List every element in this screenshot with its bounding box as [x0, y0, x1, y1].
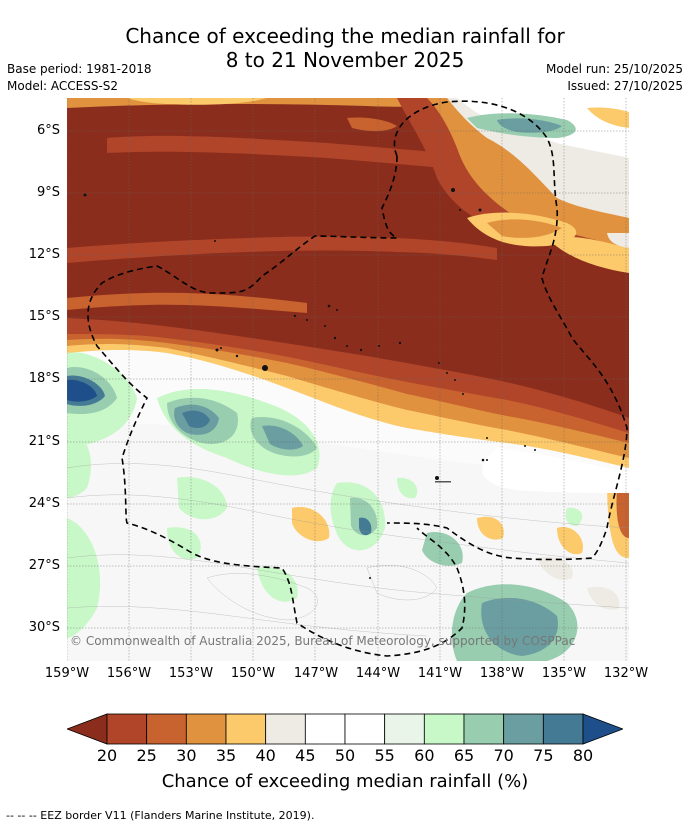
colorbar-swatch: [185, 713, 227, 745]
model-run-text: Model run: 25/10/2025: [545, 62, 683, 76]
wet-signal-patches: [67, 352, 583, 661]
lat-label-18s: 18°S: [28, 371, 60, 386]
colorbar-tick-label: 25: [136, 746, 157, 765]
colorbar-swatch: [225, 713, 267, 745]
lat-label-9s: 9°S: [36, 185, 60, 200]
issued-text: Issued: 27/10/2025: [567, 79, 683, 93]
colorbar-tick-label: 40: [255, 746, 276, 765]
south-east-neutral-zone: [482, 448, 629, 610]
colorbar-tick-label: 30: [176, 746, 197, 765]
lat-label-6s: 6°S: [36, 123, 60, 138]
lat-label-12s: 12°S: [28, 247, 60, 262]
colorbar-tick-label: 80: [572, 746, 594, 765]
model-text: Model: ACCESS-S2: [7, 79, 119, 93]
colorbar: [67, 713, 623, 745]
colorbar-swatch: [384, 713, 425, 745]
islands: [83, 188, 536, 579]
lon-label-159w: 159°W: [44, 666, 90, 681]
colorbar-tick-label: 35: [215, 746, 237, 765]
colorbar-tick-label: 75: [533, 746, 554, 765]
colorbar-swatch: [423, 713, 465, 745]
colorbar-tick-label: 20: [96, 746, 118, 765]
lat-label-15s: 15°S: [28, 309, 60, 324]
eez-border: [87, 100, 628, 657]
lon-label-141w: 141°W: [417, 666, 463, 681]
north-east-patches: [347, 98, 629, 273]
colorbar-tick-label: 70: [493, 746, 514, 765]
lon-label-144w: 144°W: [355, 666, 401, 681]
lat-label-24s: 24°S: [28, 496, 60, 511]
map-title: Chance of exceeding the median rainfall …: [0, 24, 690, 72]
eez-legend-note: -- -- -- EEZ border V11 (Flanders Marine…: [6, 809, 315, 822]
colorbar-extend-high: [582, 713, 623, 745]
lon-label-156w: 156°W: [106, 666, 152, 681]
rainfall-map: [67, 98, 629, 661]
colorbar-swatch: [106, 713, 148, 745]
lon-label-138w: 138°W: [479, 666, 525, 681]
rainfall-map-graphic: [67, 98, 629, 661]
lon-label-147w: 147°W: [293, 666, 339, 681]
colorbar-swatch: [463, 713, 505, 745]
colorbar-label: Chance of exceeding median rainfall (%): [161, 771, 529, 792]
colorbar-swatch: [542, 713, 584, 745]
graticule: [67, 98, 629, 661]
copyright-text: © Commonwealth of Australia 2025, Bureau…: [70, 634, 576, 648]
lat-label-27s: 27°S: [28, 558, 60, 573]
base-period-text: Base period: 1981-2018: [7, 62, 152, 76]
title-line-2: 8 to 21 November 2025: [225, 48, 465, 72]
colorbar-tick-label: 60: [414, 746, 435, 765]
colorbar-swatch: [146, 713, 187, 745]
lon-label-132w: 132°W: [603, 666, 649, 681]
colorbar-tick-label: 50: [334, 746, 356, 765]
colorbar-swatch: [503, 713, 544, 745]
colorbar-swatch: [265, 713, 306, 745]
colorbar-swatch: [304, 713, 346, 745]
lat-label-21s: 21°S: [28, 434, 60, 449]
colorbar-tick-label: 65: [453, 746, 475, 765]
contour-lines: [67, 463, 629, 637]
colorbar-swatch: [344, 713, 386, 745]
lon-label-153w: 153°W: [168, 666, 214, 681]
lon-label-150w: 150°W: [230, 666, 276, 681]
title-line-1: Chance of exceeding the median rainfall …: [125, 24, 565, 48]
dry-band-texture: [67, 98, 629, 313]
lon-label-135w: 135°W: [541, 666, 587, 681]
lat-label-30s: 30°S: [28, 620, 60, 635]
colorbar-tick-label: 45: [295, 746, 316, 765]
colorbar-tick-label: 55: [374, 746, 395, 765]
colorbar-extend-low: [67, 713, 108, 745]
